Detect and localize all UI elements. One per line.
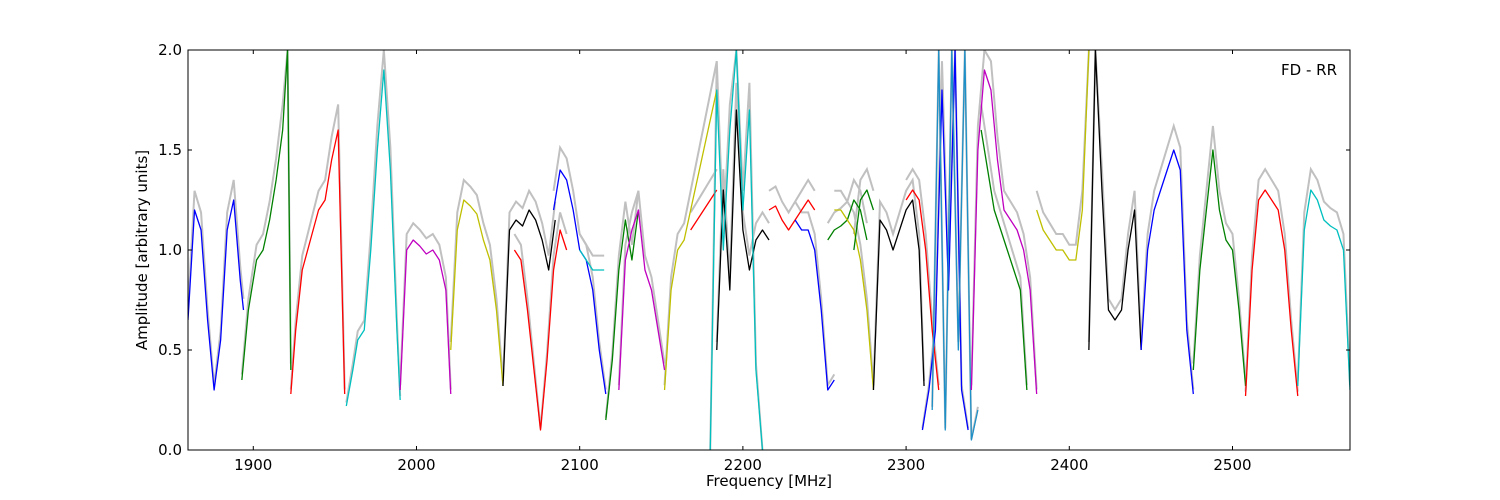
background-band-line	[852, 166, 875, 235]
band-line	[605, 209, 640, 421]
y-tick-label: 1.5	[158, 141, 182, 159]
background-band-line	[1296, 166, 1350, 386]
band-line	[794, 219, 835, 391]
x-tick-label: 2400	[1050, 456, 1088, 474]
band-line	[690, 189, 718, 231]
band-line	[980, 129, 1028, 391]
band-line	[579, 249, 605, 271]
band-line	[450, 199, 504, 387]
band-line	[290, 129, 346, 395]
band-line	[709, 50, 764, 450]
background-band-line	[768, 178, 816, 215]
band-line	[872, 199, 925, 391]
y-axis-label: Amplitude [arbitrary units]	[133, 150, 151, 350]
background-band-line	[188, 179, 245, 386]
band-line	[853, 189, 875, 251]
band-line	[345, 69, 401, 407]
band-line	[241, 50, 292, 381]
background-band-line	[689, 168, 718, 213]
band-line	[663, 89, 718, 391]
background-band-line	[617, 190, 666, 386]
x-tick-label: 2000	[397, 456, 435, 474]
band-line	[970, 69, 1038, 395]
y-axis-ticks: 0.0 0.5 1.0 1.5 2.0	[158, 41, 1350, 459]
background-band-line	[345, 50, 402, 403]
band-line	[618, 209, 666, 391]
band-line	[921, 50, 969, 431]
band-line	[1036, 50, 1090, 261]
background-band-line	[663, 61, 718, 386]
annotation-label: FD - RR	[1281, 61, 1337, 79]
background-band-line	[604, 190, 640, 418]
x-tick-label: 2300	[887, 456, 925, 474]
y-tick-label: 2.0	[158, 41, 182, 59]
background-band-line	[970, 50, 1038, 390]
background-band-line	[980, 104, 1028, 386]
band-line	[1297, 189, 1350, 391]
band-line	[1088, 50, 1142, 351]
background-band-line	[578, 233, 605, 257]
band-line	[834, 209, 875, 391]
band-line	[502, 209, 556, 387]
background-band-line	[834, 189, 875, 386]
band-line	[1140, 149, 1194, 395]
x-axis-label: Frequency [MHz]	[706, 472, 832, 490]
band-line	[1244, 189, 1299, 397]
background-band-line	[872, 177, 926, 386]
band-line	[399, 239, 452, 395]
series-group	[188, 50, 1350, 450]
x-tick-label: 1900	[234, 456, 272, 474]
band-line	[716, 109, 770, 351]
x-tick-label: 2500	[1213, 456, 1251, 474]
band-line	[931, 50, 979, 441]
background-band-line	[1035, 50, 1090, 246]
y-tick-label: 1.0	[158, 241, 182, 259]
background-band-line	[289, 104, 346, 390]
y-tick-label: 0.0	[158, 441, 182, 459]
x-axis-ticks: 1900 2000 2100 2200 2300 2400 2500	[234, 50, 1252, 474]
y-tick-label: 0.5	[158, 341, 182, 359]
background-band-line	[399, 221, 452, 390]
x-tick-label: 2100	[561, 456, 599, 474]
x-tick-label: 2200	[724, 456, 762, 474]
background-band-line	[1244, 167, 1299, 392]
band-line	[768, 199, 816, 231]
background-band-line	[1192, 125, 1247, 381]
band-line	[188, 199, 245, 391]
background-band-line	[449, 177, 504, 381]
background-trace	[188, 50, 1350, 450]
background-band-line	[501, 188, 557, 381]
band-line	[1192, 149, 1247, 387]
band-line	[513, 229, 568, 431]
